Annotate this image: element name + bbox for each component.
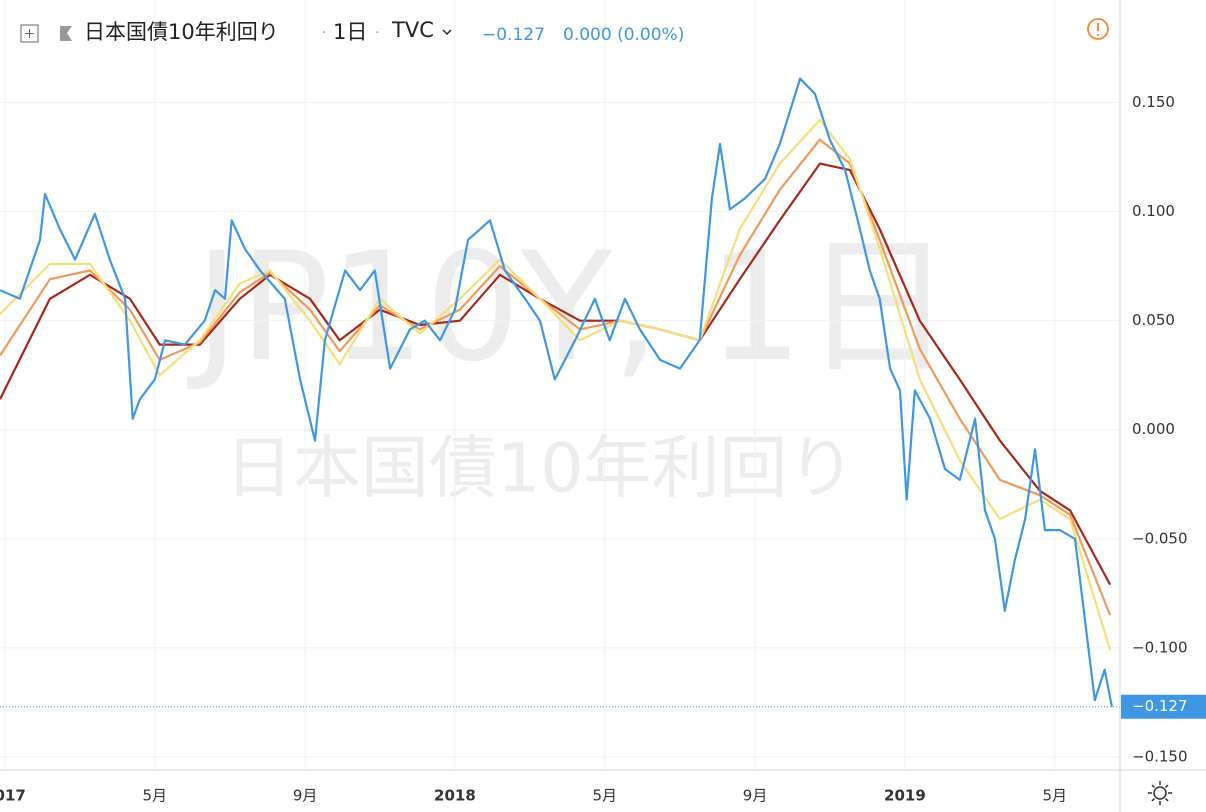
watermark-sub: 日本国債10年利回り — [225, 430, 856, 509]
x-tick-label: 9月 — [293, 787, 318, 805]
dropdown-icon[interactable] — [442, 29, 452, 36]
y-tick-label: 0.000 — [1132, 420, 1175, 438]
change: 0.000 (0.00%) — [563, 25, 684, 45]
warning-icon[interactable] — [1087, 18, 1109, 40]
watermark: JP10Y, 1日 — [187, 221, 953, 395]
series-line — [0, 118, 1112, 651]
last-value-label: −0.127 — [1132, 697, 1188, 715]
x-tick-label: 5月 — [592, 787, 617, 805]
last-value: −0.127 — [482, 25, 545, 45]
expand-button[interactable] — [20, 24, 39, 43]
x-tick-label: 5月 — [143, 787, 168, 805]
y-tick-label: 0.050 — [1132, 311, 1175, 329]
y-tick-label: 0.100 — [1132, 202, 1175, 220]
grid — [0, 0, 1120, 770]
separator: · — [322, 25, 326, 41]
x-tick-label: 2018 — [434, 787, 476, 805]
settings-icon[interactable] — [1153, 786, 1167, 800]
y-tick-label: −0.050 — [1132, 529, 1188, 547]
settings-rays — [1148, 781, 1172, 805]
symbol-title[interactable]: 日本国債10年利回り — [84, 20, 279, 44]
x-tick-label: 2019 — [884, 787, 926, 805]
separator: · — [375, 25, 379, 41]
x-tick-label: 5月 — [1042, 787, 1067, 805]
plus-icon — [25, 29, 34, 38]
y-tick-label: −0.150 — [1132, 747, 1188, 765]
y-tick-label: 0.150 — [1132, 93, 1175, 111]
lines — [0, 77, 1120, 708]
x-tick-label: 2017 — [0, 787, 26, 805]
series-line — [0, 77, 1113, 707]
x-tick-label: 9月 — [743, 787, 768, 805]
flag-icon — [60, 26, 72, 41]
source[interactable]: TVC — [391, 18, 434, 42]
last-value-box — [1121, 694, 1206, 719]
y-tick-label: −0.100 — [1132, 638, 1188, 656]
interval[interactable]: 1日 — [333, 20, 367, 44]
axes: 0.150 0.100 0.050 0.000 −0.050 −0.100 −0.150 20… — [0, 93, 1206, 805]
plot-background: JP10Y, 1日 日本国債10年利回り — [187, 221, 953, 509]
